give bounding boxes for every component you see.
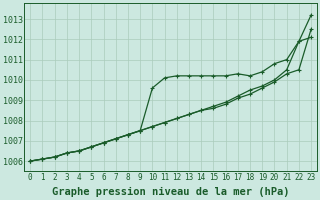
X-axis label: Graphe pression niveau de la mer (hPa): Graphe pression niveau de la mer (hPa) — [52, 187, 290, 197]
